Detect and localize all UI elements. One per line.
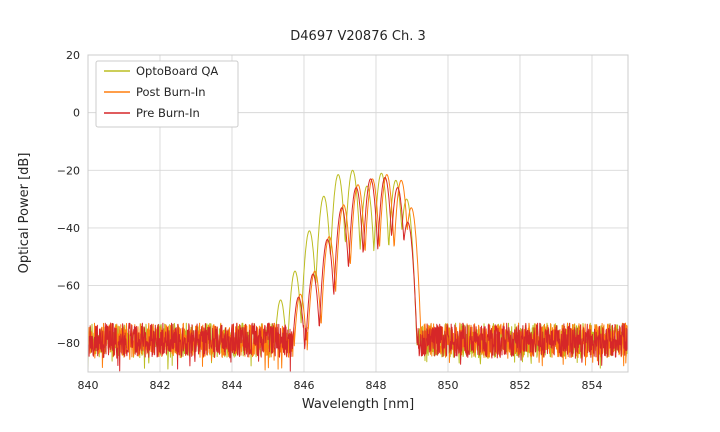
x-tick-label: 844: [222, 379, 243, 392]
legend-label: OptoBoard QA: [136, 64, 218, 78]
legend-box: [95, 60, 239, 128]
y-tick-label: −80: [57, 337, 80, 350]
legend: OptoBoard QA Post Burn-In Pre Burn-In: [95, 60, 239, 128]
y-axis-label: Optical Power [dB]: [17, 153, 32, 274]
x-tick-label: 842: [150, 379, 171, 392]
y-tick-label: −40: [57, 222, 80, 235]
y-tick-label: −60: [57, 280, 80, 293]
axes-frame: [87, 54, 629, 373]
legend-label: Pre Burn-In: [136, 106, 200, 120]
x-tick-label: 854: [582, 379, 603, 392]
x-tick-label: 840: [78, 379, 99, 392]
legend-label: Post Burn-In: [136, 85, 206, 99]
x-tick-label: 852: [510, 379, 531, 392]
tick-labels: 840 842 844 846 848 850 852 854 20 0 −20 −40 −60 −80: [57, 49, 603, 392]
x-axis-label: Wavelength [nm]: [302, 397, 414, 412]
y-tick-label: −20: [57, 164, 80, 177]
x-tick-label: 848: [366, 379, 387, 392]
series-line-pre-burn-in: [88, 177, 628, 372]
x-tick-label: 846: [294, 379, 315, 392]
y-tick-label: 20: [66, 49, 80, 62]
series-lines: [88, 169, 628, 372]
x-tick-label: 850: [438, 379, 459, 392]
chart-title: D4697 V20876 Ch. 3: [290, 29, 425, 44]
y-tick-label: 0: [73, 107, 80, 120]
